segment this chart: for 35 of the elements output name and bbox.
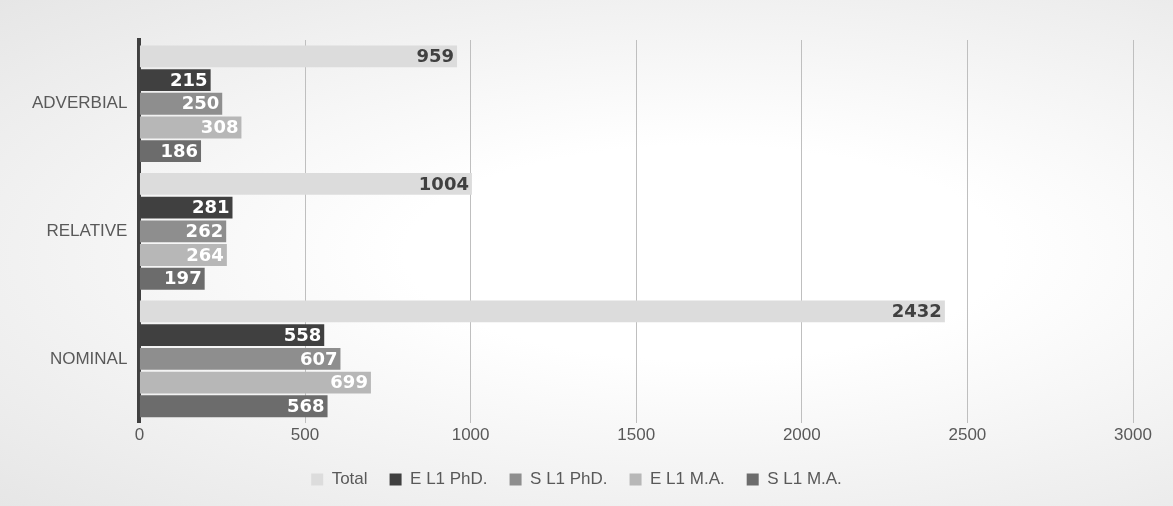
- y-tick-label: NOMINAL: [49, 348, 128, 368]
- y-tick-label: ADVERBIAL: [31, 93, 128, 113]
- bar: [139, 347, 341, 370]
- x-tick-label: 500: [290, 425, 320, 445]
- data-label: 699: [330, 371, 368, 393]
- data-label: 558: [283, 323, 322, 345]
- legend-label: S L1 PhD.: [530, 469, 608, 489]
- x-tick-label: 0: [134, 425, 145, 445]
- bar: [139, 300, 945, 323]
- legend-label: E L1 PhD.: [410, 469, 488, 489]
- data-label: 197: [164, 267, 202, 289]
- data-label: 2432: [891, 300, 942, 322]
- x-tick-label: 1000: [451, 425, 490, 445]
- bar: [139, 172, 472, 195]
- data-label: 250: [181, 92, 220, 114]
- data-label: 568: [286, 394, 325, 416]
- data-label: 215: [170, 68, 208, 90]
- bar: [139, 45, 458, 68]
- legend-label: E L1 M.A.: [650, 469, 725, 489]
- legend-label: S L1 M.A.: [767, 469, 842, 489]
- x-tick-label: 2000: [782, 425, 821, 445]
- x-tick-label: 2500: [948, 425, 987, 445]
- x-tick-label: 3000: [1114, 425, 1152, 445]
- data-label: 1004: [418, 172, 469, 194]
- bar: [139, 395, 328, 418]
- data-label: 308: [200, 116, 239, 138]
- y-tick-label: RELATIVE: [46, 220, 128, 240]
- legend-label: Total: [331, 469, 368, 489]
- data-label: 607: [299, 347, 338, 369]
- data-label: 186: [160, 139, 199, 161]
- data-label: 281: [191, 196, 230, 218]
- x-tick-label: 1500: [617, 425, 656, 445]
- data-label: 262: [185, 219, 224, 241]
- data-label: 264: [186, 243, 224, 265]
- data-label: 959: [416, 45, 455, 66]
